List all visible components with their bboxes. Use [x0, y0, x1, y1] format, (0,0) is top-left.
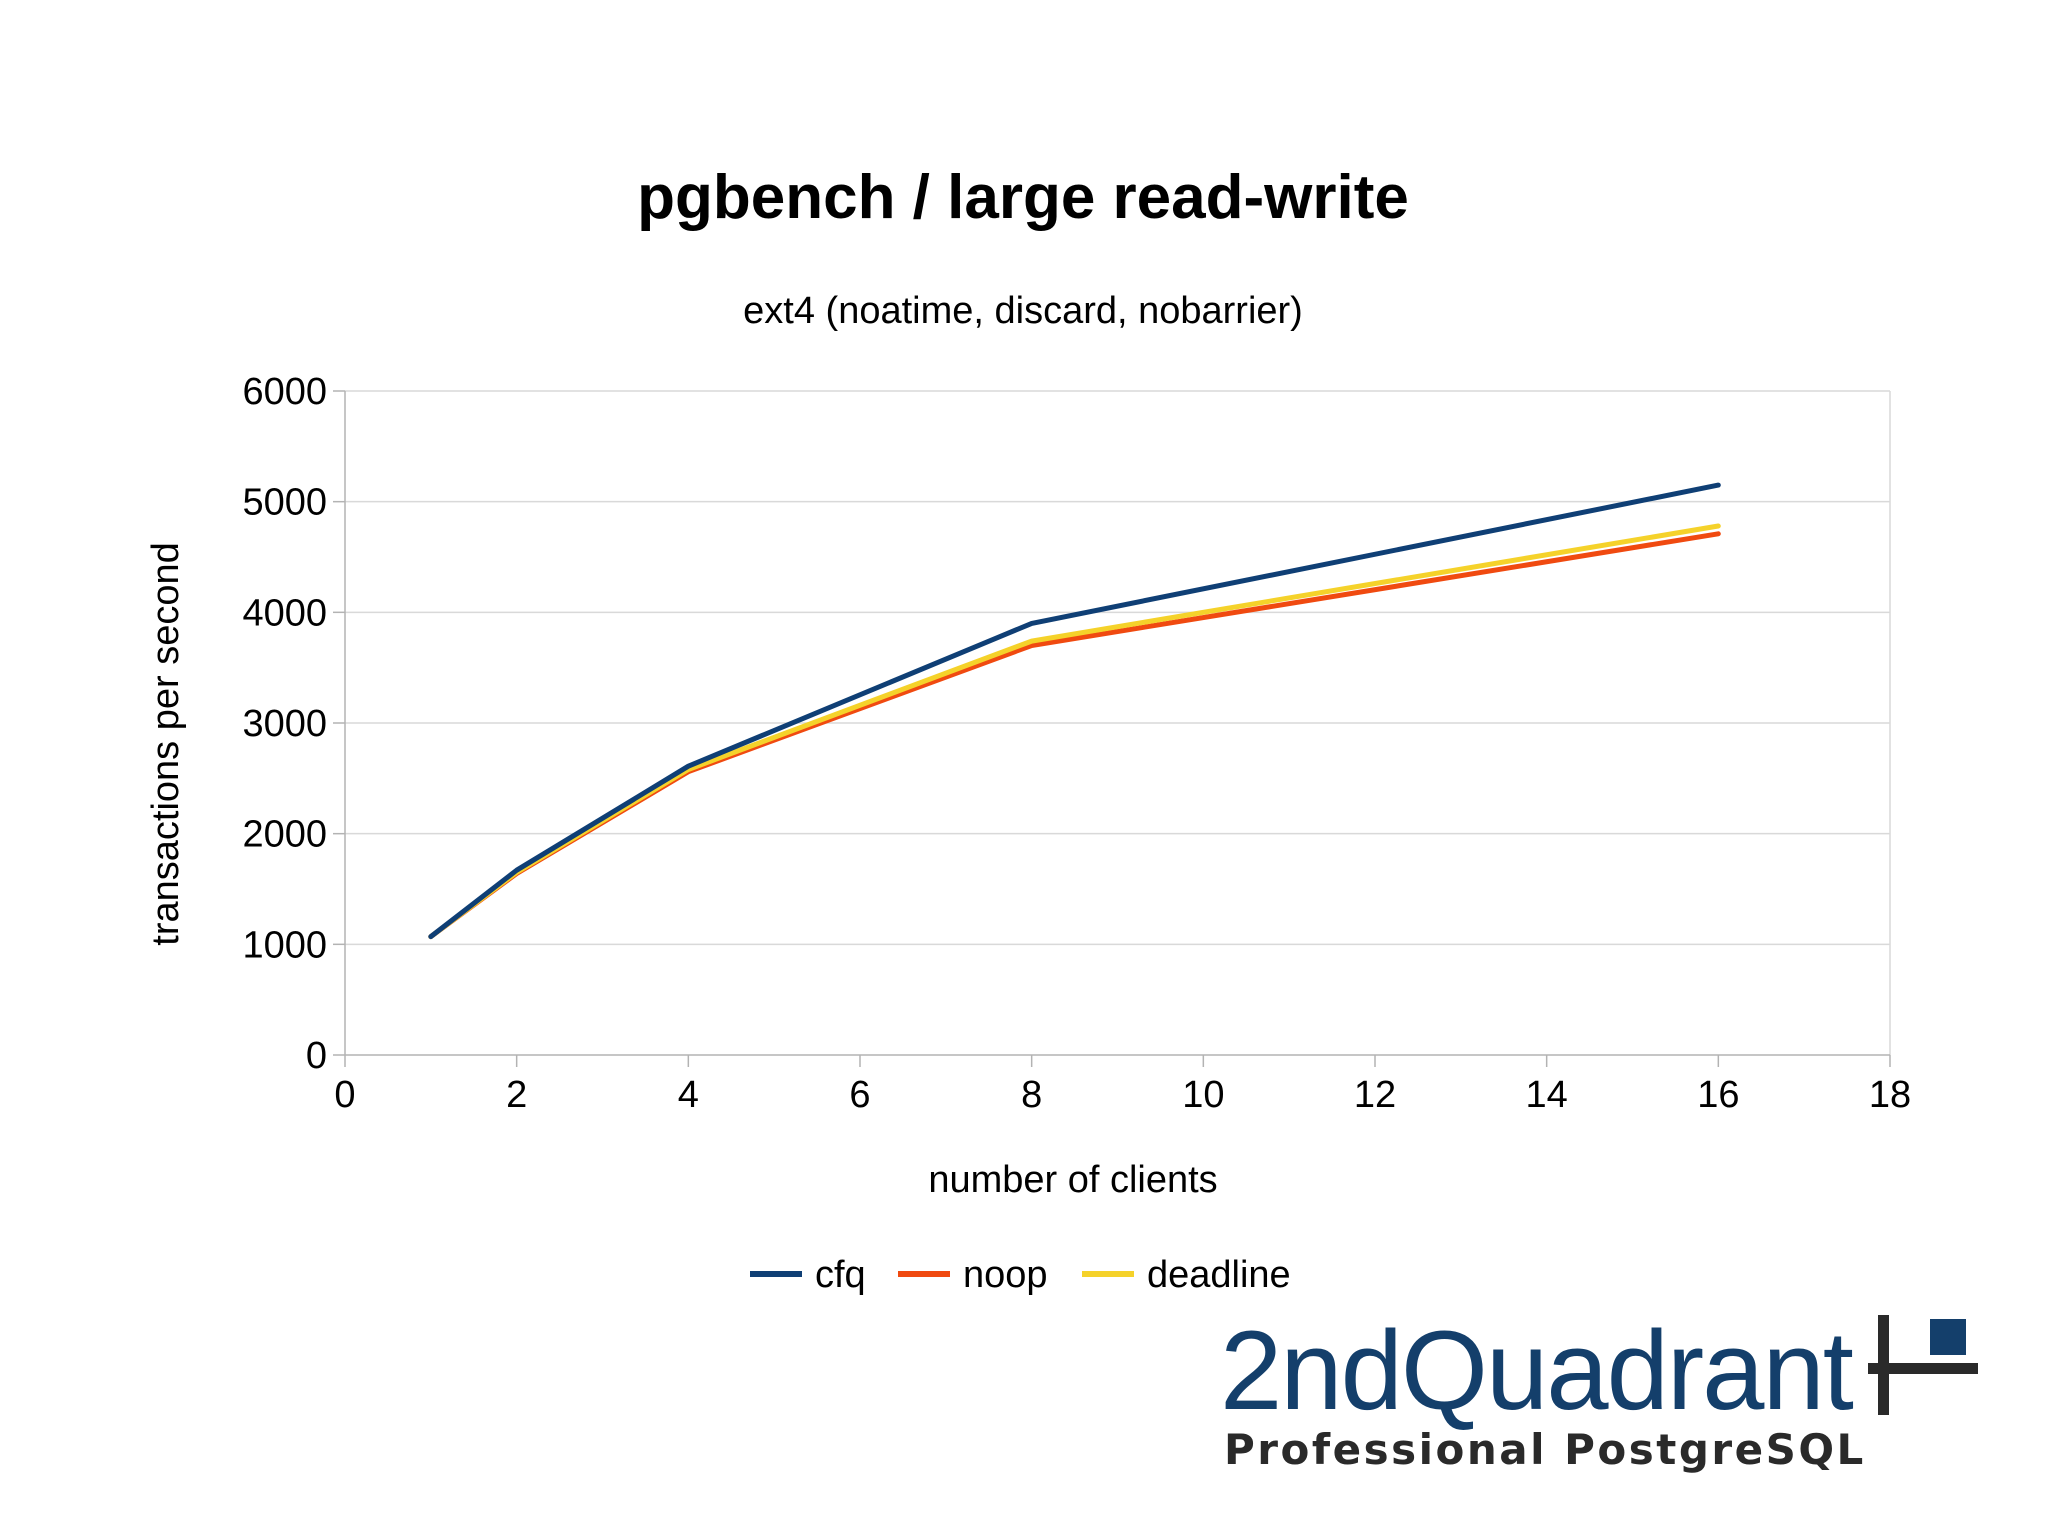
- series-lines: [428, 482, 1721, 940]
- x-tick-label: 14: [1526, 1074, 1568, 1116]
- series-line-deadline: [428, 523, 1721, 940]
- x-tick-label: 2: [506, 1074, 527, 1116]
- chart-title: pgbench / large read-write: [637, 163, 1409, 232]
- series-line-cfq: [428, 482, 1721, 940]
- x-tick-label: 4: [678, 1074, 699, 1116]
- legend-label-noop: noop: [963, 1254, 1048, 1296]
- x-tick-labels: 0 2 4 6 8 10 12 14 16 18: [334, 1074, 1911, 1116]
- x-tick-label: 6: [849, 1074, 870, 1116]
- gridlines: [345, 390, 1891, 1055]
- x-tick-label: 16: [1697, 1074, 1739, 1116]
- y-tick-labels: 0 1000 2000 3000 4000 5000 6000: [242, 371, 327, 1077]
- y-tick-label: 3000: [242, 703, 327, 745]
- legend-label-cfq: cfq: [815, 1254, 866, 1296]
- y-tick-label: 4000: [242, 592, 327, 634]
- y-tick-label: 0: [306, 1035, 327, 1077]
- chart-subtitle: ext4 (noatime, discard, nobarrier): [743, 290, 1303, 332]
- x-tick-label: 18: [1869, 1074, 1911, 1116]
- y-tick-label: 5000: [242, 482, 327, 524]
- axes: [333, 390, 1891, 1067]
- y-tick-label: 1000: [242, 924, 327, 966]
- legend-label-deadline: deadline: [1147, 1254, 1291, 1296]
- x-tick-label: 8: [1021, 1074, 1042, 1116]
- logo-tagline: Professional PostgreSQL: [1224, 1425, 1866, 1474]
- y-tick-label: 6000: [242, 371, 327, 413]
- x-tick-label: 12: [1354, 1074, 1396, 1116]
- legend: cfq noop deadline: [750, 1254, 1291, 1296]
- x-axis-label: number of clients: [928, 1159, 1217, 1201]
- company-logo: 2ndQuadrant Professional PostgreSQL: [1220, 1315, 1980, 1475]
- logo-wordmark: 2ndQuadrant: [1220, 1308, 1854, 1433]
- y-tick-label: 2000: [242, 814, 327, 856]
- series-line-noop: [428, 531, 1721, 940]
- x-tick-label: 0: [334, 1074, 355, 1116]
- x-tick-label: 10: [1182, 1074, 1224, 1116]
- y-axis-label: transactions per second: [145, 542, 187, 945]
- logo-plus-mark-icon: [1868, 1315, 1978, 1415]
